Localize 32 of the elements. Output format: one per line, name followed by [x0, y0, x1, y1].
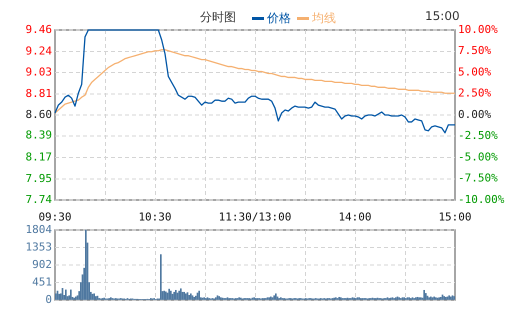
y-tick-label: 8.81 — [26, 87, 52, 100]
y-tick-label: 1804 — [26, 222, 52, 236]
y2-tick-label: -10.00% — [458, 192, 505, 206]
x-tick-label: 11:30/13:00 — [218, 210, 292, 224]
x-tick-label: 14:00 — [338, 210, 372, 224]
y-tick-label: 8.39 — [26, 128, 52, 142]
y-tick-label: 451 — [32, 275, 52, 288]
y2-tick-label: 7.50% — [458, 44, 492, 58]
y-tick-label: 7.95 — [26, 172, 52, 186]
y2-tick-label: 5.00% — [458, 65, 492, 78]
x-tick-label: 15:00 — [438, 210, 472, 224]
y2-tick-label: -5.00% — [458, 150, 498, 164]
x-tick-label: 10:30 — [138, 210, 172, 224]
y2-tick-label: -2.50% — [458, 129, 498, 142]
y2-tick-label: 2.50% — [458, 86, 492, 100]
chart-title: 分时图 — [200, 9, 236, 26]
y2-tick-label: -7.50% — [458, 172, 498, 185]
y-tick-label: 9.46 — [26, 22, 52, 36]
y-tick-label: 8.60 — [26, 108, 52, 121]
y2-tick-label: 10.00% — [458, 22, 498, 36]
y-tick-label: 9.03 — [26, 65, 52, 78]
text: 15:00 — [425, 9, 460, 23]
legend-label: 均线 — [312, 10, 336, 27]
y-tick-label: 0 — [45, 292, 52, 306]
y-tick-label: 902 — [32, 258, 52, 271]
x-tick-label: 09:30 — [38, 210, 72, 224]
y-tick-label: 1353 — [26, 240, 52, 254]
legend-label: 价格 — [267, 10, 291, 27]
y-tick-label: 9.24 — [26, 44, 52, 58]
y-tick-label: 7.74 — [26, 192, 52, 206]
y-tick-label: 8.17 — [26, 150, 52, 164]
y2-tick-label: 0.00% — [458, 108, 492, 121]
